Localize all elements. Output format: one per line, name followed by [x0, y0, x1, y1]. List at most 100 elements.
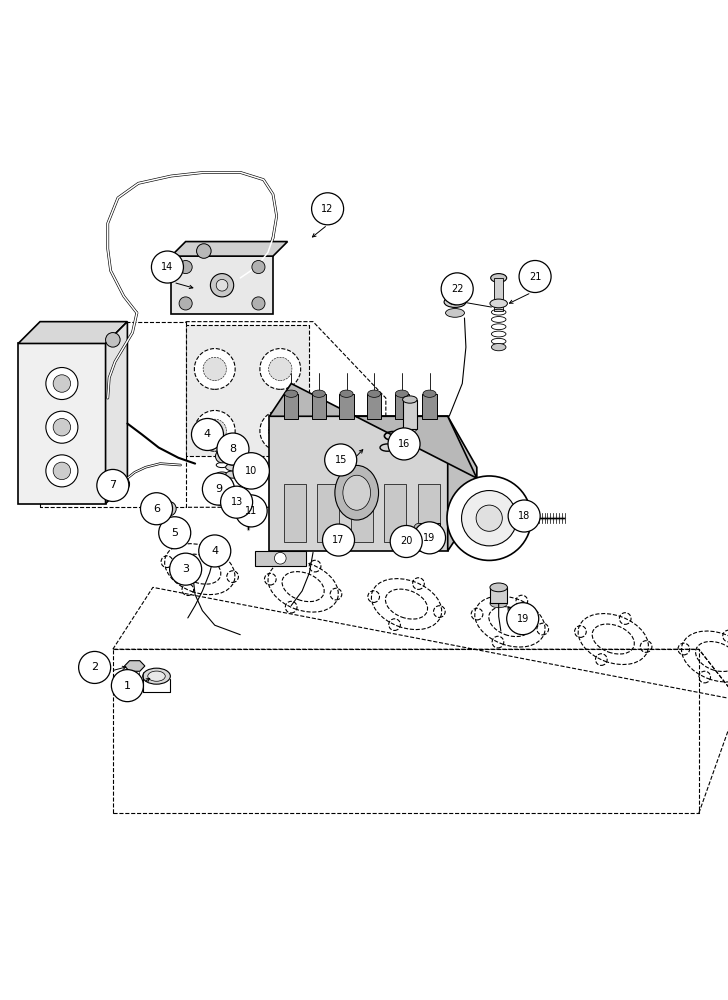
Circle shape [191, 418, 223, 450]
Circle shape [194, 410, 235, 451]
Circle shape [170, 553, 202, 585]
Polygon shape [269, 416, 448, 551]
Ellipse shape [148, 671, 165, 681]
Ellipse shape [226, 458, 240, 465]
Text: 4: 4 [211, 546, 218, 556]
Circle shape [388, 428, 420, 460]
Bar [422, 394, 437, 419]
Text: 15: 15 [335, 455, 347, 465]
Bar [229, 492, 242, 502]
Bar [367, 394, 381, 419]
Circle shape [233, 453, 269, 489]
Circle shape [159, 517, 191, 549]
Ellipse shape [368, 390, 381, 397]
Ellipse shape [335, 465, 379, 520]
Text: 6: 6 [153, 504, 160, 514]
Text: 22: 22 [451, 284, 464, 294]
Polygon shape [18, 322, 127, 343]
Bar [403, 400, 417, 429]
Text: 20: 20 [400, 536, 412, 546]
Bar [418, 484, 440, 542]
Circle shape [221, 486, 253, 518]
Bar [182, 558, 197, 567]
Ellipse shape [129, 677, 141, 681]
Circle shape [106, 333, 120, 347]
Circle shape [203, 357, 226, 381]
Polygon shape [255, 551, 306, 566]
Circle shape [508, 500, 540, 532]
Circle shape [215, 450, 229, 463]
Circle shape [53, 375, 71, 392]
Circle shape [141, 493, 173, 525]
Circle shape [210, 274, 234, 297]
Circle shape [79, 651, 111, 683]
Circle shape [312, 193, 344, 225]
Circle shape [274, 552, 286, 564]
Circle shape [46, 455, 78, 487]
Ellipse shape [490, 299, 507, 308]
Text: 19: 19 [424, 533, 435, 543]
Bar [419, 523, 440, 536]
Ellipse shape [449, 299, 461, 305]
Text: 5: 5 [171, 528, 178, 538]
Circle shape [476, 505, 502, 531]
Ellipse shape [444, 297, 466, 307]
Circle shape [197, 244, 211, 258]
Ellipse shape [226, 492, 233, 502]
Text: 17: 17 [333, 535, 344, 545]
Polygon shape [186, 325, 309, 456]
Ellipse shape [403, 396, 417, 403]
Bar [490, 587, 507, 603]
Text: 4: 4 [204, 429, 211, 439]
Ellipse shape [343, 475, 371, 510]
Circle shape [269, 419, 292, 442]
Text: 3: 3 [182, 564, 189, 574]
Circle shape [414, 522, 446, 554]
Circle shape [237, 497, 258, 517]
Text: 11: 11 [245, 506, 257, 516]
Bar [494, 278, 503, 311]
Ellipse shape [491, 274, 507, 282]
Circle shape [53, 418, 71, 436]
Text: 10: 10 [245, 466, 257, 476]
Ellipse shape [395, 390, 408, 397]
Ellipse shape [175, 523, 186, 532]
Circle shape [441, 273, 473, 305]
Circle shape [115, 477, 130, 491]
Ellipse shape [340, 390, 353, 397]
Circle shape [46, 368, 78, 400]
Ellipse shape [143, 668, 170, 684]
Circle shape [179, 260, 192, 274]
Bar [351, 484, 373, 542]
Ellipse shape [490, 599, 507, 608]
Circle shape [179, 297, 192, 310]
Text: 7: 7 [109, 480, 116, 490]
Text: 2: 2 [91, 662, 98, 672]
Circle shape [202, 473, 234, 505]
Ellipse shape [414, 523, 424, 536]
Circle shape [260, 410, 301, 451]
Text: 1: 1 [124, 681, 131, 691]
Text: 16: 16 [398, 439, 410, 449]
Circle shape [462, 491, 517, 546]
Text: 21: 21 [529, 272, 541, 282]
Circle shape [151, 251, 183, 283]
Circle shape [199, 535, 231, 567]
Text: 14: 14 [162, 262, 173, 272]
Text: 9: 9 [215, 484, 222, 494]
Circle shape [519, 260, 551, 293]
Bar [317, 484, 339, 542]
Circle shape [243, 503, 252, 512]
Polygon shape [171, 256, 273, 314]
Polygon shape [106, 322, 127, 504]
Polygon shape [448, 416, 477, 551]
Circle shape [260, 349, 301, 389]
Polygon shape [269, 384, 477, 478]
Ellipse shape [226, 464, 240, 471]
Circle shape [216, 279, 228, 291]
Ellipse shape [312, 390, 325, 397]
Ellipse shape [423, 390, 436, 397]
Circle shape [252, 260, 265, 274]
Bar [284, 394, 298, 419]
Circle shape [390, 525, 422, 558]
